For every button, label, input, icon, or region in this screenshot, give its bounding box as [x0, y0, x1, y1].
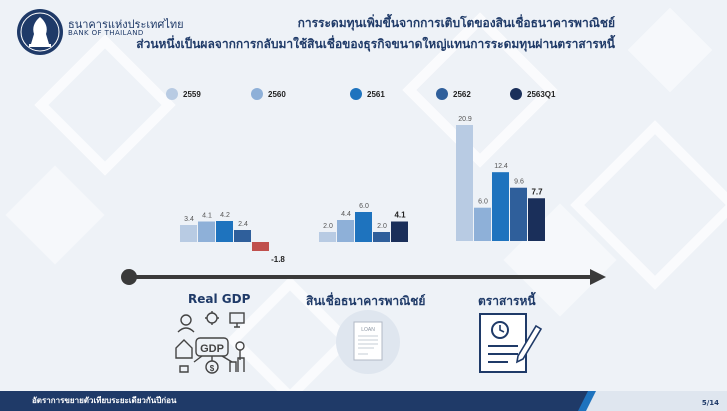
- data-label-loan-2561: 6.0: [359, 203, 369, 210]
- data-label-gdp-2563Q1: -1.8: [271, 255, 285, 264]
- data-label-bond-2561: 12.4: [494, 163, 508, 170]
- gdp-icon: GDP $: [175, 311, 245, 374]
- legend-marker-2563Q1: [510, 88, 522, 100]
- bot-logo: [17, 9, 63, 55]
- page-number: 5/14: [701, 399, 719, 407]
- data-label-gdp-2561: 4.2: [220, 212, 230, 219]
- svg-text:GDP: GDP: [200, 343, 224, 355]
- data-label-bond-2560: 6.0: [478, 199, 488, 206]
- title-line-1: การระดมทุนเพิ่มขึ้นจากการเติบโตของสินเชื…: [297, 16, 615, 30]
- legend-label-2559: 2559: [183, 90, 201, 99]
- bar-bond-2559: [456, 125, 473, 241]
- bar-bond-2560: [474, 207, 491, 241]
- loan-icon: LOAN: [336, 310, 400, 374]
- svg-text:$: $: [210, 364, 215, 373]
- bar-bond-2561: [492, 172, 509, 241]
- bar-loan-2563Q1: [391, 221, 408, 242]
- bar-loan-2561: [355, 212, 372, 242]
- legend-marker-2561: [350, 88, 362, 100]
- bar-gdp-2559: [180, 225, 197, 242]
- data-label-bond-2559: 20.9: [458, 116, 472, 123]
- timeline-arrow: [121, 269, 606, 285]
- data-label-gdp-2559: 3.4: [184, 216, 194, 223]
- legend-marker-2562: [436, 88, 448, 100]
- bond-icon: [479, 313, 543, 373]
- legend-label-2563Q1: 2563Q1: [527, 90, 556, 99]
- legend-label-2562: 2562: [453, 90, 471, 99]
- title-line-2: ส่วนหนึ่งเป็นผลจากการกลับมาใช้สินเชื่อขอ…: [136, 37, 615, 51]
- svg-text:LOAN: LOAN: [361, 327, 375, 333]
- bar-gdp-2563Q1: [252, 242, 269, 251]
- bar-loan-2559: [319, 232, 336, 242]
- category-label-gdp: Real GDP: [188, 292, 251, 306]
- data-label-bond-2562: 9.6: [514, 179, 524, 186]
- bar-gdp-2561: [216, 221, 233, 242]
- footer-note: อัตราการขยายตัวเทียบระยะเดียวกันปีก่อน: [32, 396, 177, 405]
- brand-name-thai: ธนาคารแห่งประเทศไทย: [68, 18, 184, 31]
- bar-loan-2560: [337, 220, 354, 242]
- data-label-bond-2563Q1: 7.7: [531, 187, 543, 196]
- data-label-gdp-2562: 2.4: [238, 221, 248, 228]
- data-label-loan-2562: 2.0: [377, 223, 387, 230]
- bar-gdp-2560: [198, 221, 215, 242]
- legend-marker-2560: [251, 88, 263, 100]
- data-label-gdp-2560: 4.1: [202, 213, 212, 220]
- footer-bar: [0, 391, 727, 411]
- legend-marker-2559: [166, 88, 178, 100]
- category-label-bond: ตราสารหนี้: [478, 294, 536, 308]
- footer-stripe: [578, 391, 727, 411]
- bar-gdp-2562: [234, 230, 251, 242]
- data-label-loan-2560: 4.4: [341, 211, 351, 218]
- legend-label-2560: 2560: [268, 90, 286, 99]
- bar-chart: 2559 2560 2561 2562 2563Q1 3.4 4.1 4.2 2.4 -1.8 2.…: [166, 88, 556, 264]
- category-label-loan: สินเชื่อธนาคารพาณิชย์: [306, 294, 426, 308]
- bar-loan-2562: [373, 232, 390, 242]
- data-label-loan-2559: 2.0: [323, 223, 333, 230]
- legend-label-2561: 2561: [367, 90, 385, 99]
- bar-bond-2563Q1: [528, 198, 545, 241]
- data-label-loan-2563Q1: 4.1: [394, 211, 406, 220]
- bar-bond-2562: [510, 187, 527, 241]
- brand-name-english: BANK OF THAILAND: [68, 29, 144, 37]
